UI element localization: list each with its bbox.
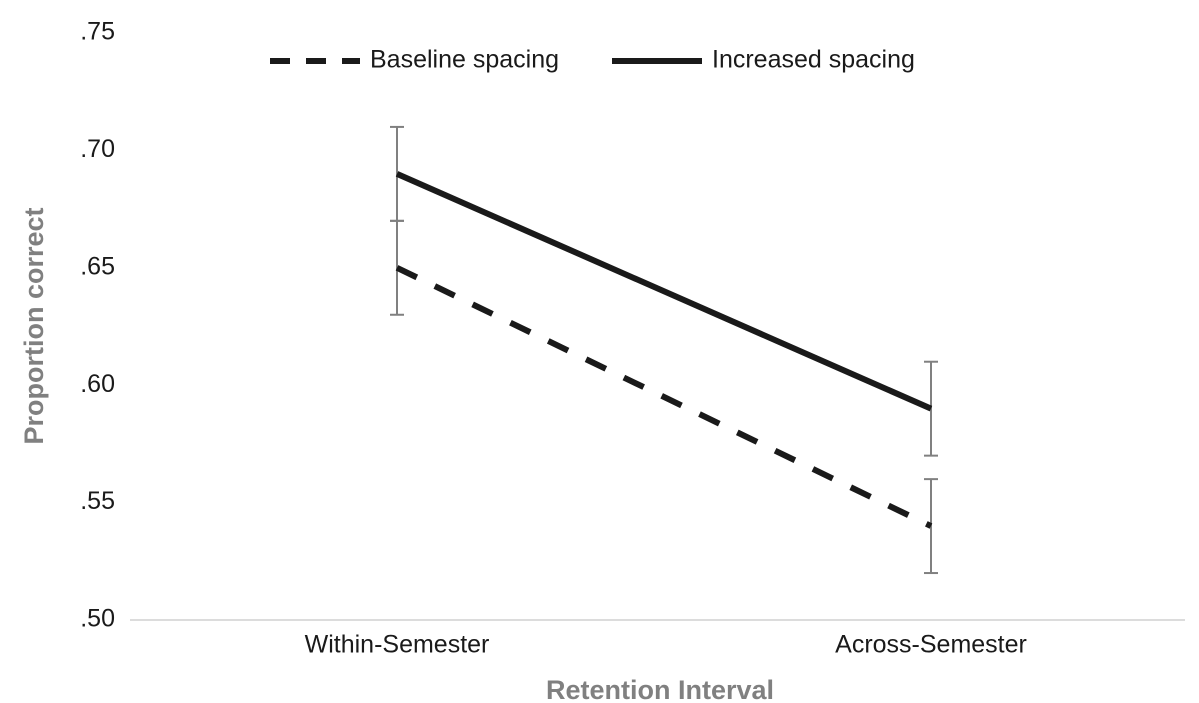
x-axis-title: Retention Interval xyxy=(546,675,774,703)
y-axis-title: Proportion correct xyxy=(19,207,49,444)
y-tick-label: .55 xyxy=(80,487,115,515)
line-series xyxy=(395,265,933,529)
x-tick-label: Within-Semester xyxy=(305,631,490,659)
line-series xyxy=(395,171,933,412)
legend-label: Increased spacing xyxy=(712,46,915,74)
x-tick-label: Across-Semester xyxy=(835,631,1027,659)
y-tick-label: .75 xyxy=(80,18,115,46)
y-tick-label: .70 xyxy=(80,135,115,163)
legend-label: Baseline spacing xyxy=(370,46,559,74)
y-tick-label: .65 xyxy=(80,252,115,280)
y-tick-label: .50 xyxy=(80,605,115,633)
y-tick-label: .60 xyxy=(80,370,115,398)
